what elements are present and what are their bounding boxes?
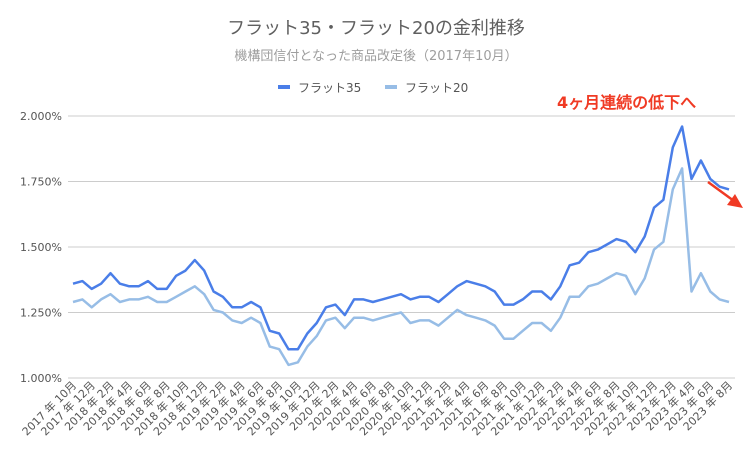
y-tick-label: 1.500% <box>20 241 62 254</box>
y-tick-label: 1.750% <box>20 176 62 189</box>
chart-subtitle: 機構団信付となった商品改定後（2017年10月） <box>234 49 517 64</box>
legend: フラット35 フラット20 <box>278 81 468 95</box>
y-tick-label: 1.250% <box>20 307 62 320</box>
y-tick-label: 2.000% <box>20 110 62 123</box>
y-tick-label: 1.000% <box>20 372 62 385</box>
legend-swatch-flat20 <box>385 85 397 89</box>
legend-swatch-flat35 <box>278 85 290 89</box>
chart-title: フラット35・フラット20の金利推移 <box>227 18 525 39</box>
legend-label-flat35: フラット35 <box>298 81 361 95</box>
down-arrow-icon <box>708 182 743 208</box>
legend-label-flat20: フラット20 <box>405 81 468 95</box>
series-line-flat35 <box>73 127 729 350</box>
series-line-flat20 <box>73 168 729 365</box>
annotation-text: 4ヶ月連続の低下へ <box>557 93 696 112</box>
